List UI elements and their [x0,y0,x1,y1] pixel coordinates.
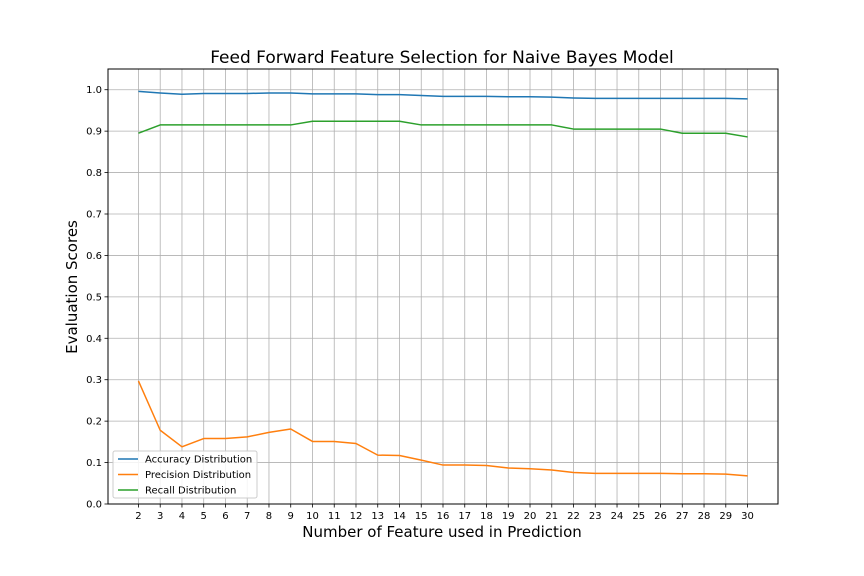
x-tick-label: 9 [288,511,294,522]
x-tick-label: 13 [371,511,384,522]
x-tick-label: 5 [201,511,207,522]
series-line-accuracy-distribution [138,90,748,100]
x-tick-label: 17 [458,511,471,522]
x-tick-label: 15 [415,511,428,522]
legend-label-recall-distribution: Recall Distribution [145,486,236,497]
x-tick-label: 7 [244,511,250,522]
x-tick-label: 14 [393,511,406,522]
x-tick-label: 2 [135,511,141,522]
y-tick-label: 0.3 [86,375,102,386]
legend-box [112,450,258,499]
y-tick-label: 0.4 [86,334,102,345]
x-tick-label: 21 [545,511,558,522]
x-tick-label: 28 [698,511,711,522]
x-tick-label: 10 [306,511,319,522]
y-tick-label: 0.0 [86,500,102,511]
axis-ticks: 2 3 4 5 6 7 8 9 10 11 12 13 14 15 16 17 18 19 20 21 22 23 24 25… [86,85,754,522]
x-tick-label: 3 [157,511,163,522]
series-line-recall-distribution [138,120,748,138]
y-tick-label: 0.2 [86,417,102,428]
x-tick-label: 22 [567,511,580,522]
gridlines [108,69,778,505]
x-tick-label: 20 [524,511,537,522]
x-tick-label: 26 [654,511,667,522]
x-tick-label: 23 [589,511,602,522]
y-tick-label: 0.5 [86,292,102,303]
x-tick-label: 16 [437,511,450,522]
legend-label-precision-distribution: Precision Distribution [145,470,251,481]
x-tick-label: 18 [480,511,493,522]
y-tick-label: 0.6 [86,251,102,262]
x-tick-label: 30 [741,511,754,522]
x-tick-label: 19 [502,511,515,522]
y-tick-label: 0.1 [86,458,102,469]
y-tick-label: 0.9 [86,127,102,138]
legend-label-accuracy-distribution: Accuracy Distribution [145,455,252,466]
chart-title: Feed Forward Feature Selection for Naive… [210,48,674,68]
y-tick-label: 0.7 [86,210,102,221]
series-line-precision-distribution [137,380,748,477]
x-axis-label: Number of Feature used in Prediction [302,523,582,541]
y-axis-label: Evaluation Scores [63,220,81,354]
x-tick-label: 27 [676,511,689,522]
y-tick-label: 0.8 [86,168,102,179]
x-tick-label: 25 [632,511,645,522]
x-tick-label: 24 [611,511,624,522]
x-tick-label: 11 [328,511,341,522]
x-tick-label: 12 [350,511,363,522]
x-tick-label: 29 [719,511,732,522]
y-tick-label: 1.0 [86,85,102,96]
legend: Accuracy Distribution Precision Distribut… [112,450,258,499]
plot-frame [107,68,779,505]
x-tick-label: 4 [179,511,185,522]
x-tick-label: 6 [222,511,228,522]
series-lines [137,90,748,477]
x-tick-label: 8 [266,511,272,522]
